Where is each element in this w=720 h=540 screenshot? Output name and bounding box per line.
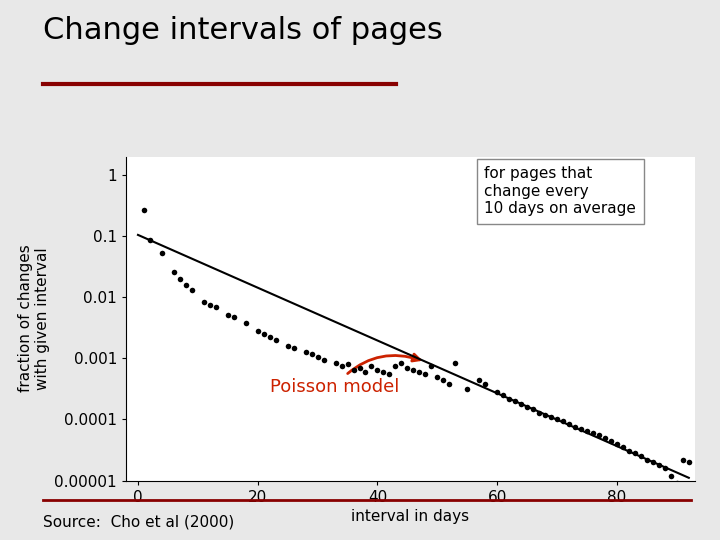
Point bbox=[671, 479, 683, 488]
Point bbox=[677, 455, 688, 464]
X-axis label: interval in days: interval in days bbox=[351, 509, 469, 524]
Point bbox=[665, 471, 677, 480]
Point bbox=[492, 388, 503, 396]
Text: Poisson model: Poisson model bbox=[270, 354, 420, 396]
Point bbox=[252, 327, 264, 335]
Point bbox=[431, 373, 443, 381]
Point bbox=[521, 403, 533, 411]
Point bbox=[240, 319, 251, 327]
Y-axis label: fraction of changes
with given interval: fraction of changes with given interval bbox=[18, 245, 50, 393]
Point bbox=[606, 436, 617, 445]
Point bbox=[396, 359, 408, 367]
Point bbox=[204, 301, 215, 309]
Point bbox=[534, 408, 545, 417]
Text: Source:  Cho et al (2000): Source: Cho et al (2000) bbox=[43, 514, 235, 529]
Point bbox=[599, 434, 611, 442]
Point bbox=[570, 423, 581, 431]
Point bbox=[180, 280, 192, 289]
Point bbox=[168, 267, 180, 276]
Point bbox=[336, 362, 347, 370]
Point bbox=[270, 336, 282, 345]
Text: for pages that
change every
10 days on average: for pages that change every 10 days on a… bbox=[485, 166, 636, 216]
Point bbox=[174, 274, 186, 283]
Point bbox=[426, 362, 437, 370]
Point bbox=[480, 380, 491, 388]
Point bbox=[306, 349, 318, 358]
Point bbox=[413, 368, 425, 376]
Point bbox=[510, 397, 521, 406]
Point bbox=[138, 205, 150, 214]
Point bbox=[402, 363, 413, 372]
Point bbox=[366, 362, 377, 370]
Point bbox=[156, 249, 168, 258]
Point bbox=[557, 416, 569, 425]
Point bbox=[360, 368, 372, 376]
Point bbox=[348, 366, 359, 374]
Point bbox=[144, 236, 156, 245]
Point bbox=[581, 427, 593, 435]
Point bbox=[593, 431, 605, 440]
Point bbox=[264, 333, 276, 342]
Text: Change intervals of pages: Change intervals of pages bbox=[43, 16, 443, 45]
Point bbox=[282, 342, 294, 350]
Point bbox=[228, 313, 240, 321]
Point bbox=[186, 286, 197, 295]
Point bbox=[545, 413, 557, 421]
Point bbox=[635, 452, 647, 461]
Point bbox=[372, 366, 383, 374]
Point bbox=[312, 353, 323, 361]
Point bbox=[390, 362, 401, 370]
Point bbox=[498, 391, 509, 400]
Point bbox=[210, 303, 222, 312]
Point bbox=[683, 458, 695, 467]
Point bbox=[449, 359, 461, 367]
Point bbox=[653, 461, 665, 469]
Point bbox=[641, 455, 652, 464]
Point bbox=[408, 366, 419, 374]
Point bbox=[611, 440, 623, 448]
Point bbox=[222, 310, 233, 319]
Point bbox=[659, 464, 670, 472]
Point bbox=[539, 410, 551, 419]
Point bbox=[624, 447, 635, 456]
Point bbox=[438, 375, 449, 384]
Point bbox=[516, 400, 527, 408]
Point bbox=[318, 355, 329, 364]
Point bbox=[552, 415, 563, 424]
Point bbox=[198, 297, 210, 306]
Point bbox=[563, 420, 575, 428]
Point bbox=[384, 370, 395, 379]
Point bbox=[354, 363, 365, 372]
Point bbox=[420, 370, 431, 379]
Point bbox=[647, 458, 659, 467]
Point bbox=[258, 330, 269, 339]
Point bbox=[288, 343, 300, 352]
Point bbox=[462, 384, 473, 393]
Point bbox=[629, 449, 641, 457]
Point bbox=[503, 394, 515, 403]
Point bbox=[527, 404, 539, 413]
Point bbox=[588, 429, 599, 437]
Point bbox=[342, 360, 354, 369]
Point bbox=[330, 359, 341, 367]
Point bbox=[444, 380, 455, 388]
Point bbox=[300, 348, 311, 357]
Point bbox=[617, 443, 629, 451]
Point bbox=[474, 375, 485, 384]
Point bbox=[378, 368, 390, 376]
Point bbox=[575, 424, 587, 433]
